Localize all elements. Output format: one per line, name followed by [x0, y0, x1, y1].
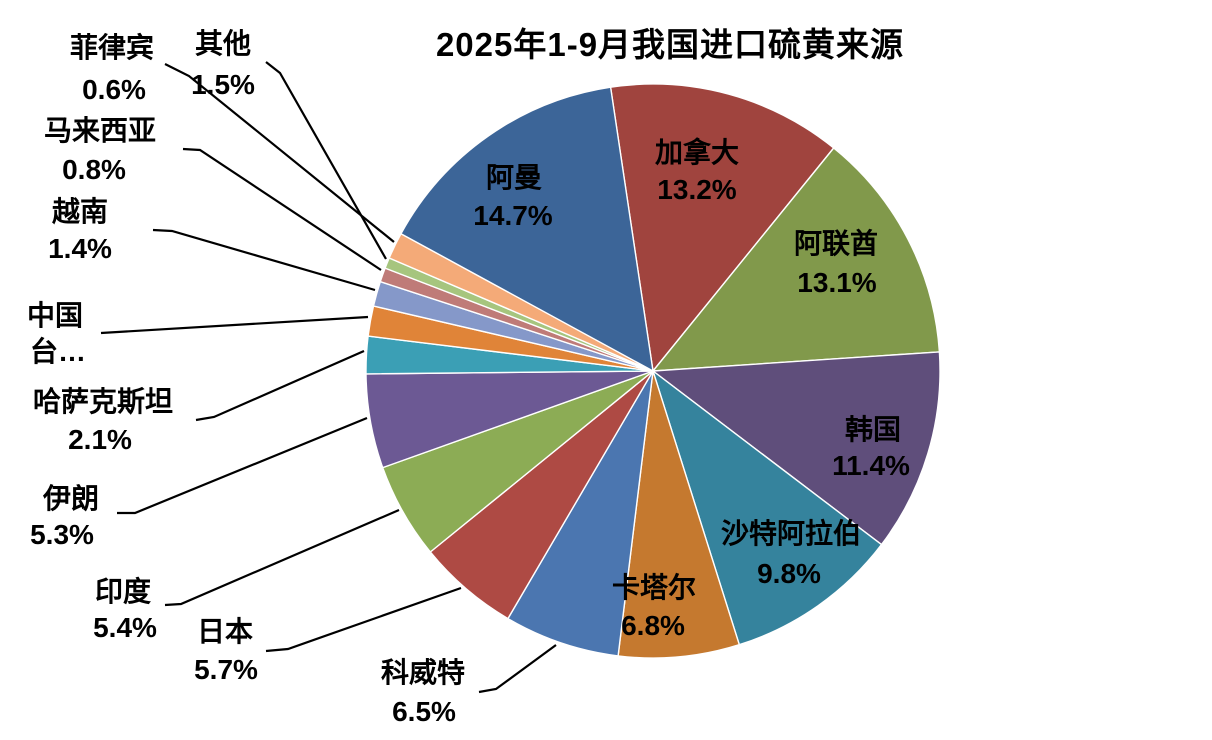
label-india-name: 印度 [94, 576, 152, 607]
pie-slice-saudi-arabia[interactable] [652, 370, 883, 646]
leader-line-iran [117, 416, 368, 515]
leader-line-vietnam [152, 228, 376, 292]
chart-title: 2025年1-9月我国进口硫黄来源 [435, 26, 905, 63]
label-japan-pct: 5.7% [194, 654, 258, 685]
label-vietnam-name: 越南 [51, 196, 109, 227]
pie-slice-kuwait[interactable] [507, 370, 654, 657]
label-saudi-arabia-pct: 9.8% [757, 558, 821, 589]
label-uae-name: 阿联酋 [793, 228, 879, 259]
label-oman-pct: 14.7% [473, 200, 553, 231]
label-philippines-name: 菲律宾 [69, 32, 155, 63]
label-canada-name: 加拿大 [654, 137, 740, 168]
label-vietnam-pct: 1.4% [48, 233, 112, 264]
leader-line-japan [265, 586, 462, 653]
label-japan-name: 日本 [196, 616, 254, 647]
label-south-korea-pct: 11.4% [832, 450, 910, 481]
label-philippines-pct: 0.6% [82, 74, 146, 105]
label-malaysia-pct: 0.8% [62, 154, 126, 185]
leader-line-kazakhstan [195, 349, 365, 422]
pie-slice-oman[interactable] [400, 86, 654, 372]
pie-slice-qatar[interactable] [617, 370, 740, 659]
label-kazakhstan-pct: 2.1% [68, 424, 132, 455]
pie-slice-canada[interactable] [609, 83, 835, 372]
leader-lines-group [100, 61, 557, 694]
label-iran-name: 伊朗 [42, 483, 100, 514]
label-kuwait-name: 科威特 [380, 657, 466, 688]
leader-line-kuwait [478, 644, 557, 694]
label-qatar-name: 卡塔尔 [611, 572, 697, 603]
pie-slices-group [365, 83, 941, 659]
label-south-korea-name: 韩国 [844, 414, 902, 445]
label-saudi-arabia-name: 沙特阿拉伯 [720, 518, 862, 549]
label-others-name: 其他 [194, 28, 252, 59]
pie-slice-uae[interactable] [652, 147, 941, 372]
label-iran-pct: 5.3% [30, 519, 94, 550]
leader-line-philippines [164, 63, 395, 243]
label-taiwan-china-name: 中国 [26, 300, 84, 331]
leader-line-malaysia [182, 147, 382, 271]
label-india-pct: 5.4% [93, 612, 157, 643]
label-kuwait-pct: 6.5% [392, 696, 456, 727]
leader-line-india [164, 508, 400, 607]
label-taiwan-china-pct: 台… [29, 336, 87, 367]
label-oman-name: 阿曼 [485, 162, 543, 193]
leader-line-others [265, 61, 387, 260]
label-canada-pct: 13.2% [657, 174, 737, 205]
label-uae-pct: 13.1% [797, 267, 877, 298]
label-others-pct: 1.5% [191, 69, 255, 100]
leader-line-taiwan-china [100, 315, 369, 335]
pie-slice-south-korea[interactable] [652, 351, 941, 546]
label-kazakhstan-name: 哈萨克斯坦 [32, 386, 174, 417]
label-malaysia-name: 马来西亚 [43, 115, 157, 146]
label-qatar-pct: 6.8% [621, 610, 685, 641]
